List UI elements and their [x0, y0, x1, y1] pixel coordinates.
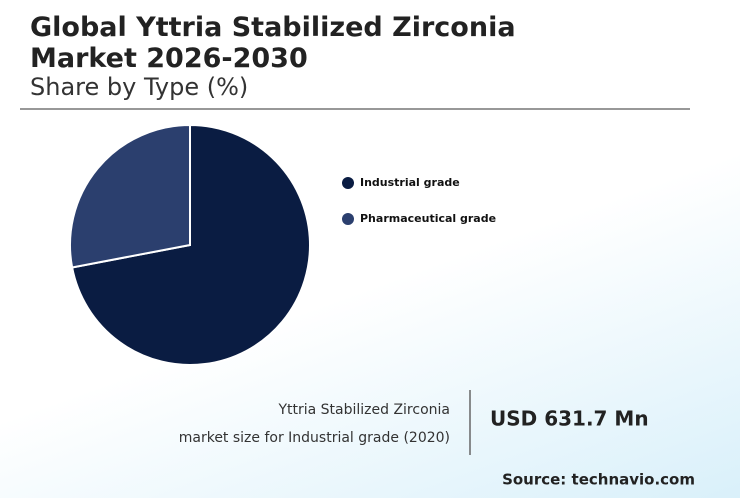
source: Source: technavio.com: [502, 471, 695, 489]
legend-swatch: [342, 213, 354, 225]
legend-label: Pharmaceutical grade: [360, 212, 496, 225]
legend-label: Industrial grade: [360, 176, 460, 189]
pie-slice: [70, 123, 311, 366]
pie-slice: [69, 123, 191, 269]
chart-subtitle: Share by Type (%): [30, 73, 249, 101]
legend-swatch: [342, 177, 354, 189]
chart-title: Global Yttria Stabilized Zirconia Market…: [30, 12, 516, 74]
callout-text: Yttria Stabilized Zirconia: [277, 402, 450, 418]
callout-text: market size for Industrial grade (2020): [179, 430, 450, 446]
callout-value: USD 631.7 Mn: [490, 407, 649, 431]
